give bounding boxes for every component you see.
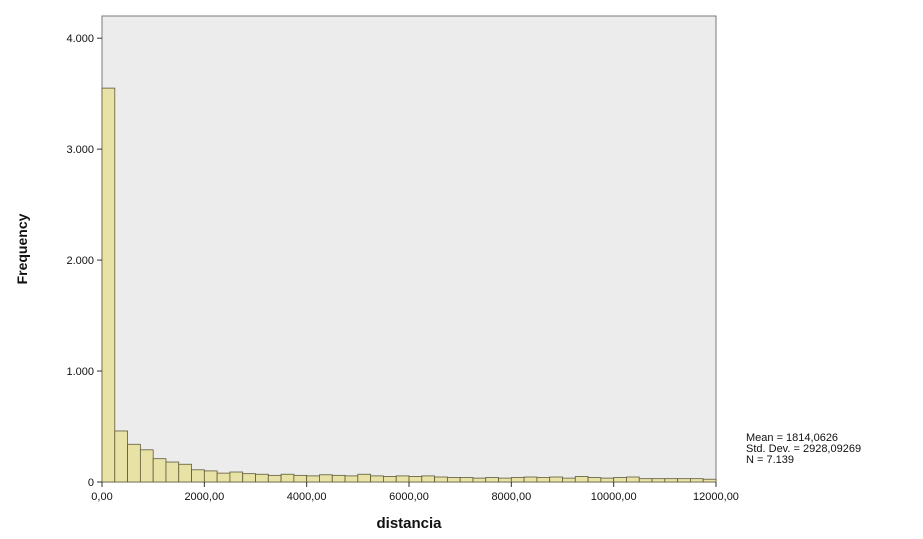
x-tick-label: 12000,00 xyxy=(693,491,739,503)
histogram-bar xyxy=(370,475,384,483)
x-tick-label: 2000,00 xyxy=(184,491,224,503)
histogram-bar xyxy=(472,477,487,483)
histogram-bar xyxy=(229,471,244,483)
histogram-bar xyxy=(408,476,423,483)
y-tick-label: 3.000 xyxy=(66,144,94,156)
histogram-bar xyxy=(127,443,141,483)
x-tick-label: 10000,00 xyxy=(591,491,637,503)
histogram-bar xyxy=(600,477,615,483)
stat-mean: Mean = 1814,0626 xyxy=(746,432,839,444)
histogram-bar xyxy=(293,474,308,483)
histogram-bar xyxy=(152,458,167,483)
histogram-bar xyxy=(677,478,691,483)
histogram-bar xyxy=(255,473,269,483)
stat-n: N = 7.139 xyxy=(746,454,795,466)
histogram-bar xyxy=(383,476,397,483)
histogram-bar xyxy=(562,477,576,483)
histogram-bar xyxy=(280,473,295,483)
histogram-bar xyxy=(267,474,282,483)
bars-group xyxy=(101,87,717,483)
histogram-bar xyxy=(613,477,627,483)
histogram-bar xyxy=(165,461,180,483)
histogram-bar xyxy=(421,475,435,483)
histogram-bar xyxy=(191,469,205,483)
histogram-bar xyxy=(395,475,410,483)
histogram-bar xyxy=(446,477,461,483)
histogram-bar xyxy=(357,473,372,483)
x-axis-title: distancia xyxy=(376,515,442,532)
y-tick-label: 4.000 xyxy=(66,33,94,45)
histogram-bar xyxy=(344,475,359,483)
histogram-bar xyxy=(331,474,346,483)
histogram-bar xyxy=(510,477,525,483)
histogram-bar xyxy=(664,478,679,483)
histogram-bar xyxy=(242,473,256,483)
x-axis: 0,00 2000,00 4000,00 6000,00 8000,00 10000,00… xyxy=(91,482,739,503)
histogram-bar xyxy=(690,478,704,483)
y-tick-label: 2.000 xyxy=(66,255,94,267)
x-tick-label: 8000,00 xyxy=(491,491,531,503)
plot-area xyxy=(101,15,717,483)
histogram-bar xyxy=(498,477,512,483)
histogram-bar xyxy=(306,475,320,483)
x-tick-label: 6000,00 xyxy=(389,491,429,503)
histogram-bar xyxy=(651,478,666,483)
histogram-bar xyxy=(549,476,563,483)
histogram-bar xyxy=(523,476,538,483)
histogram-bar xyxy=(459,477,474,483)
histogram-bar xyxy=(203,470,218,483)
y-tick-label: 0 xyxy=(88,477,94,489)
histogram-bar xyxy=(139,449,154,483)
histogram-bar xyxy=(101,87,116,483)
x-tick-label: 4000,00 xyxy=(287,491,327,503)
histogram-bar xyxy=(574,476,589,483)
histogram-bar xyxy=(587,477,602,483)
histogram-bar xyxy=(702,478,717,483)
histogram-bar xyxy=(638,478,653,483)
y-tick-label: 1.000 xyxy=(66,366,94,378)
x-tick-label: 0,00 xyxy=(91,491,112,503)
histogram-bar xyxy=(216,472,231,483)
histogram-bar xyxy=(626,476,640,483)
histogram-bar xyxy=(434,476,448,483)
histogram-bar xyxy=(319,474,333,483)
y-axis: 0 1.000 2.000 3.000 4.000 xyxy=(66,33,102,489)
stat-std-dev: Std. Dev. = 2928,09269 xyxy=(746,443,862,455)
histogram-bar xyxy=(536,477,551,483)
summary-statistics: Mean = 1814,0626 Std. Dev. = 2928,09269 … xyxy=(746,433,861,466)
y-axis-title: Frequency xyxy=(14,213,30,284)
histogram-bar xyxy=(485,477,499,483)
histogram-bar xyxy=(178,463,192,483)
histogram-bar xyxy=(114,430,128,483)
